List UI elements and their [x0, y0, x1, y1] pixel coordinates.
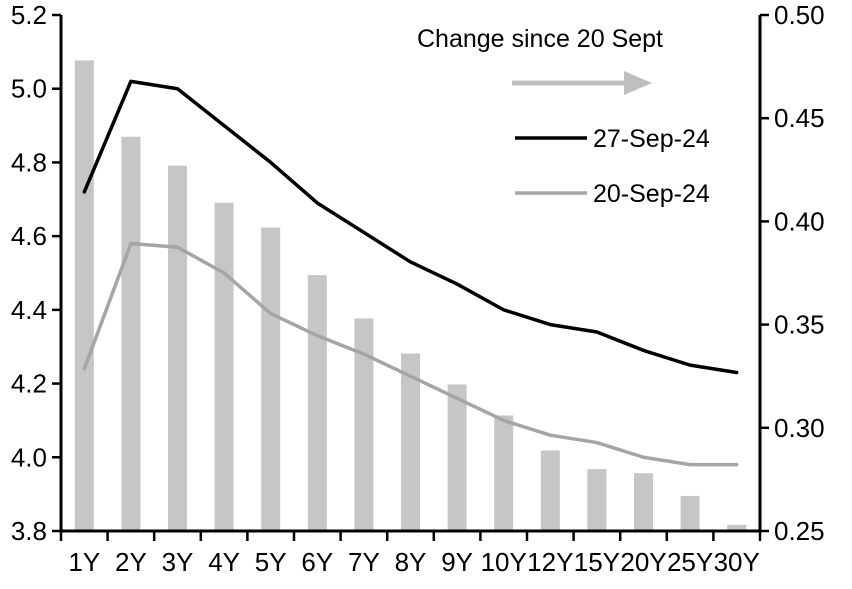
- bar-4Y: [214, 202, 234, 531]
- bar-10Y: [494, 415, 514, 531]
- bar-7Y: [354, 318, 374, 531]
- bars-layer: [74, 60, 747, 532]
- x-label-5Y: 5Y: [255, 547, 287, 577]
- y-right-label-0.45: 0.45: [774, 103, 825, 133]
- bar-25Y: [680, 495, 700, 531]
- y-left-label-4.2: 4.2: [11, 369, 47, 399]
- x-label-1Y: 1Y: [68, 547, 100, 577]
- x-label-4Y: 4Y: [208, 547, 240, 577]
- line-20-Sep-24: [82, 241, 739, 467]
- x-label-15Y: 15Y: [574, 547, 620, 577]
- bar-30Y: [727, 524, 747, 531]
- x-label-3Y: 3Y: [162, 547, 194, 577]
- y-right-label-0.40: 0.40: [774, 206, 825, 236]
- bar-8Y: [401, 353, 420, 531]
- axes-layer: [52, 13, 769, 541]
- y-left-label-4.8: 4.8: [11, 147, 47, 177]
- legend-label-20sep: 20-Sep-24: [593, 180, 710, 208]
- x-label-8Y: 8Y: [395, 547, 427, 577]
- line-27-Sep-24: [82, 79, 739, 375]
- y-left-label-5.0: 5.0: [11, 74, 47, 104]
- x-label-9Y: 9Y: [441, 547, 473, 577]
- lines-layer: [82, 79, 739, 467]
- y-right-label-0.25: 0.25: [774, 516, 825, 546]
- x-label-10Y: 10Y: [481, 547, 527, 577]
- y-right-label-0.30: 0.30: [774, 413, 825, 443]
- arrow-head: [624, 71, 652, 95]
- x-label-7Y: 7Y: [348, 547, 380, 577]
- bar-15Y: [587, 469, 607, 531]
- y-left-label-5.2: 5.2: [11, 0, 47, 30]
- change-arrow-icon: [512, 71, 652, 95]
- legend-change-label: Change since 20 Sept: [417, 25, 663, 53]
- bar-2Y: [121, 136, 141, 531]
- x-label-12Y: 12Y: [527, 547, 573, 577]
- x-label-2Y: 2Y: [115, 547, 147, 577]
- y-right-label-0.50: 0.50: [774, 0, 825, 30]
- bar-1Y: [74, 60, 94, 532]
- bar-6Y: [307, 275, 327, 531]
- x-label-25Y: 25Y: [667, 547, 713, 577]
- bar-20Y: [634, 473, 653, 531]
- bar-12Y: [540, 450, 560, 531]
- bar-9Y: [447, 384, 467, 531]
- x-label-6Y: 6Y: [301, 547, 333, 577]
- y-left-label-4.6: 4.6: [11, 221, 47, 251]
- bar-5Y: [261, 227, 281, 532]
- x-label-30Y: 30Y: [714, 547, 760, 577]
- labels-layer: 5.2 5.0 4.8 4.6 4.4 4.2 4.0 3.8 0.50 0.45 0.40 0.35…: [11, 0, 825, 577]
- x-label-20Y: 20Y: [620, 547, 666, 577]
- legend-label-27sep: 27-Sep-24: [593, 125, 710, 153]
- y-left-label-3.8: 3.8: [11, 516, 47, 546]
- bar-3Y: [168, 165, 187, 531]
- y-left-label-4.0: 4.0: [11, 442, 47, 472]
- y-right-label-0.35: 0.35: [774, 310, 825, 340]
- legend: Change since 20 Sept 27-Sep-24 20-Sep-24: [417, 25, 710, 208]
- y-left-label-4.4: 4.4: [11, 295, 47, 325]
